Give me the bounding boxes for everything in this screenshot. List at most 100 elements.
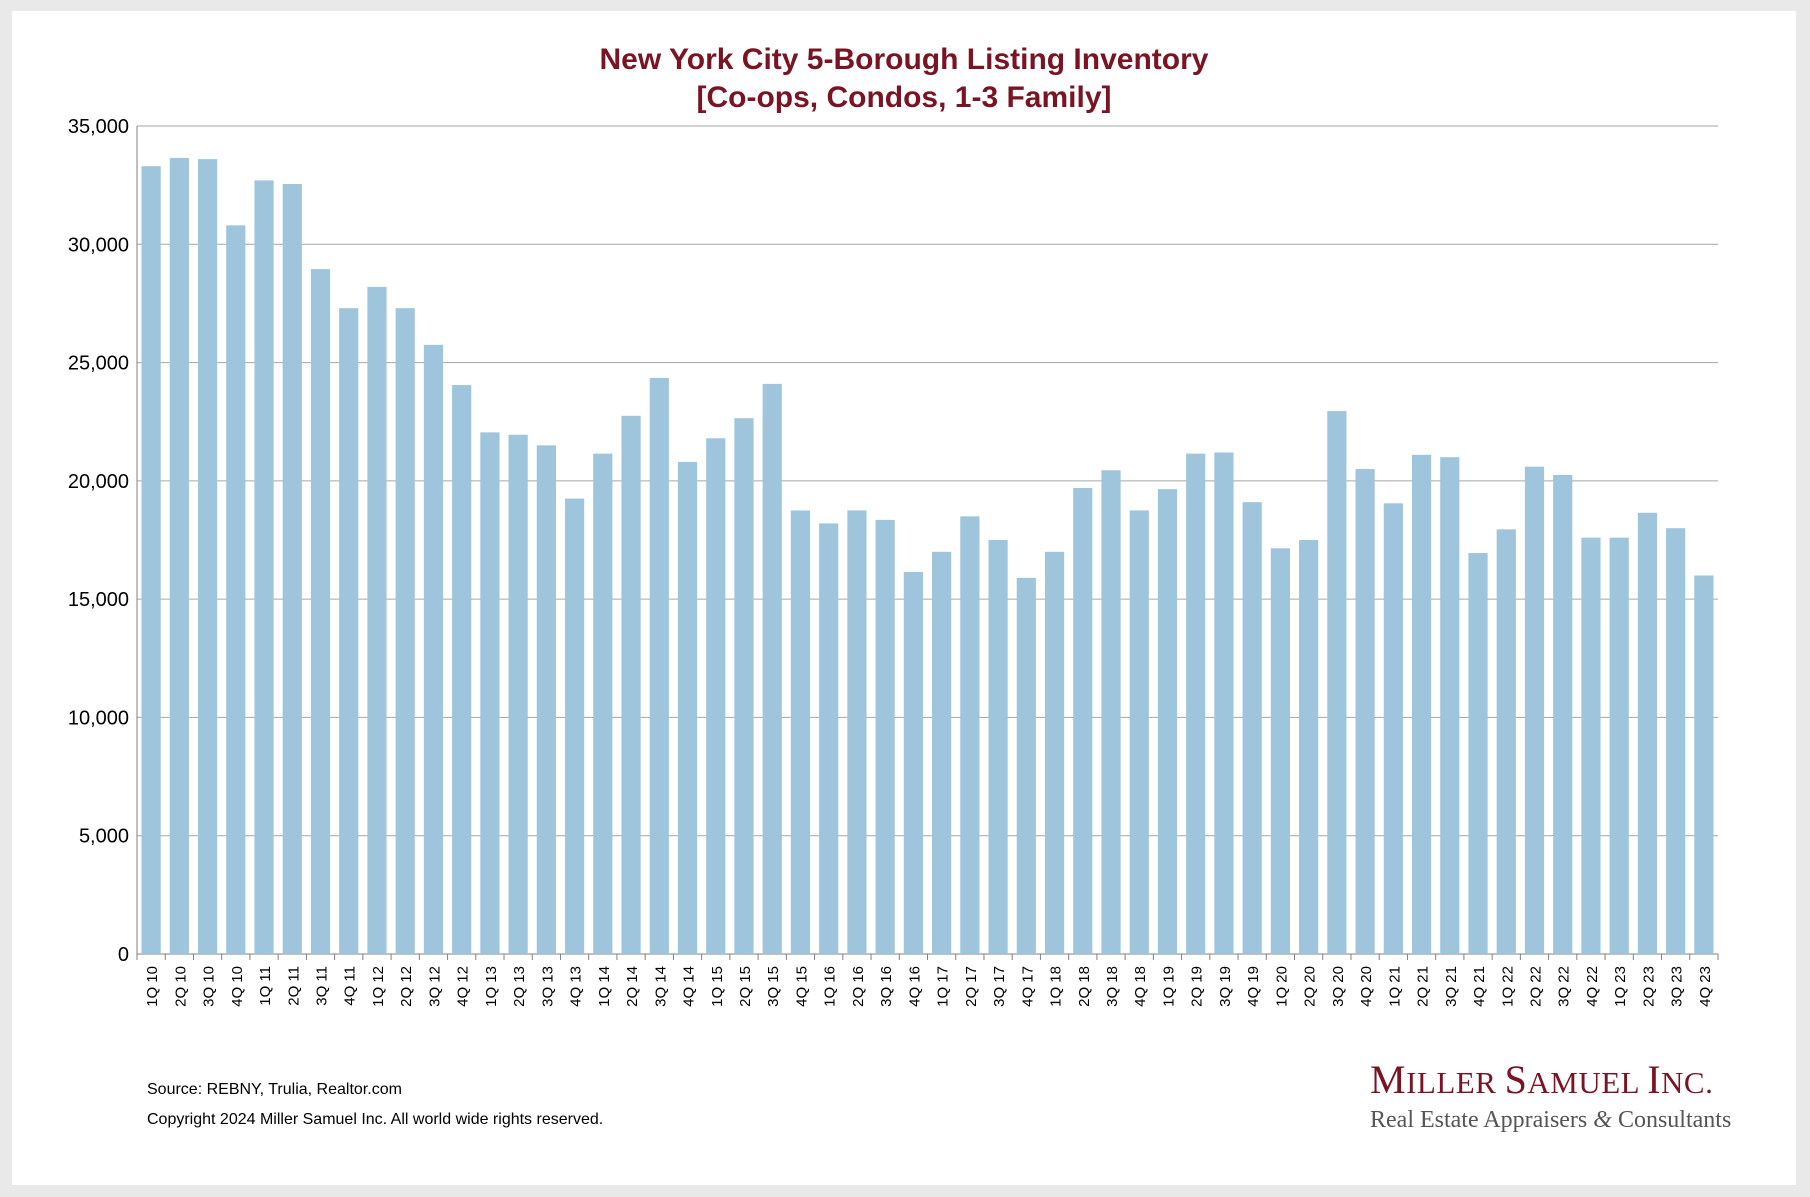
x-tick-label: 2Q 21 (1415, 966, 1432, 1007)
chart-title: New York City 5-Borough Listing Inventor… (599, 43, 1209, 76)
bar (1157, 489, 1178, 954)
x-tick-label: 3Q 19 (1217, 966, 1234, 1007)
x-tick-label: 2Q 23 (1640, 966, 1657, 1007)
x-tick-label: 1Q 15 (709, 966, 726, 1007)
y-tick-label: 25,000 (68, 353, 129, 375)
x-tick-label: 1Q 16 (822, 966, 839, 1007)
x-tick-label: 4Q 11 (342, 966, 359, 1006)
bar (1101, 470, 1121, 954)
x-tick-label: 2Q 22 (1527, 966, 1544, 1007)
x-tick-label: 4Q 13 (568, 966, 585, 1007)
bar (1383, 503, 1403, 954)
x-tick-label: 2Q 20 (1302, 966, 1319, 1007)
y-tick-label: 35,000 (68, 116, 129, 138)
x-tick-label: 3Q 18 (1104, 966, 1121, 1007)
x-tick-label: 3Q 22 (1556, 966, 1573, 1007)
bar-chart: 0 5,000 10,000 15,000 20,000 25,000 30,000 35,0… (68, 116, 1719, 1007)
x-tick-label: 3Q 13 (539, 966, 556, 1007)
x-tick-label: 4Q 19 (1245, 966, 1262, 1007)
x-tick-label: 3Q 20 (1330, 966, 1347, 1007)
x-tick-label: 4Q 15 (793, 966, 810, 1007)
bar (1270, 548, 1291, 954)
x-tick-label: 2Q 12 (398, 966, 415, 1007)
x-tick-label: 1Q 18 (1048, 966, 1065, 1007)
bar (960, 516, 980, 954)
x-tick-label: 3Q 16 (878, 966, 895, 1007)
x-tick-label: 1Q 13 (483, 966, 500, 1007)
bar (1411, 454, 1432, 954)
bar (593, 453, 613, 954)
bar (621, 415, 641, 954)
bar (169, 157, 189, 955)
x-tick-label: 3Q 12 (426, 966, 443, 1007)
x-tick-label: 1Q 17 (935, 966, 952, 1007)
x-tick-label: 2Q 13 (511, 966, 528, 1007)
y-tick-label: 30,000 (68, 234, 129, 256)
x-tick-label: 4Q 17 (1019, 966, 1036, 1007)
x-tick-label: 3Q 14 (652, 966, 669, 1007)
x-tick-label: 4Q 18 (1132, 966, 1149, 1007)
bar (1694, 575, 1714, 954)
x-tick-label: 3Q 11 (314, 966, 331, 1006)
x-tick-label: 1Q 20 (1273, 966, 1290, 1007)
y-tick-label: 10,000 (68, 707, 129, 729)
bar (1073, 487, 1093, 954)
bar (423, 344, 444, 954)
x-tick-label: 2Q 15 (737, 966, 754, 1007)
bar (1440, 457, 1460, 954)
logo-wordmark: MILLER SAMUEL INC. (1370, 1057, 1714, 1102)
x-tick-label: 2Q 10 (172, 966, 189, 1007)
bar (310, 269, 331, 954)
bar (847, 510, 867, 954)
bar (395, 308, 415, 954)
bar (819, 523, 839, 954)
bar (141, 166, 161, 954)
copyright-note: Copyright 2024 Miller Samuel Inc. All wo… (147, 1111, 604, 1128)
bar (1242, 502, 1262, 954)
x-tick-label: 4Q 23 (1697, 966, 1714, 1007)
x-tick-label: 1Q 12 (370, 966, 387, 1007)
x-tick-label: 4Q 21 (1471, 966, 1488, 1007)
bar (1609, 537, 1629, 954)
bar (564, 498, 585, 954)
x-tick-label: 2Q 11 (285, 966, 302, 1006)
x-tick-label: 3Q 10 (201, 966, 218, 1007)
x-tick-label: 3Q 21 (1443, 966, 1460, 1007)
x-tick-label: 1Q 21 (1386, 966, 1403, 1007)
bar (875, 519, 895, 954)
bar (677, 461, 698, 954)
x-tick-label: 4Q 10 (229, 966, 246, 1007)
x-tick-label: 3Q 17 (991, 966, 1008, 1007)
source-note: Source: REBNY, Trulia, Realtor.com (147, 1081, 402, 1098)
bar (903, 571, 923, 954)
bar (1355, 469, 1375, 954)
x-tick-label: 4Q 14 (681, 966, 698, 1007)
bar (734, 418, 754, 954)
y-tick-label: 5,000 (79, 826, 129, 848)
x-tick-label: 1Q 19 (1160, 966, 1177, 1007)
bar (1637, 512, 1658, 954)
x-tick-label: 4Q 22 (1584, 966, 1601, 1007)
bar (197, 159, 218, 954)
bar (1186, 453, 1206, 954)
bar (762, 383, 782, 954)
bar (988, 540, 1008, 954)
chart-card: New York City 5-Borough Listing Inventor… (12, 11, 1796, 1185)
bar (339, 308, 359, 954)
bar (1299, 540, 1319, 954)
bar (1016, 577, 1036, 954)
bar (1553, 474, 1573, 954)
bar (706, 438, 726, 954)
company-logo: MILLER SAMUEL INC. Real Estate Appraiser… (1370, 1056, 1748, 1134)
bar (536, 445, 556, 954)
x-tick-label: 2Q 14 (624, 966, 641, 1007)
x-tick-label: 2Q 19 (1189, 966, 1206, 1007)
bar (480, 432, 500, 954)
x-tick-label: 1Q 23 (1612, 966, 1629, 1007)
bar (1581, 537, 1601, 954)
bar (282, 183, 302, 954)
bar (1524, 466, 1545, 954)
bar (649, 377, 669, 954)
x-tick-label: 4Q 12 (455, 966, 472, 1007)
bar (1044, 551, 1065, 954)
